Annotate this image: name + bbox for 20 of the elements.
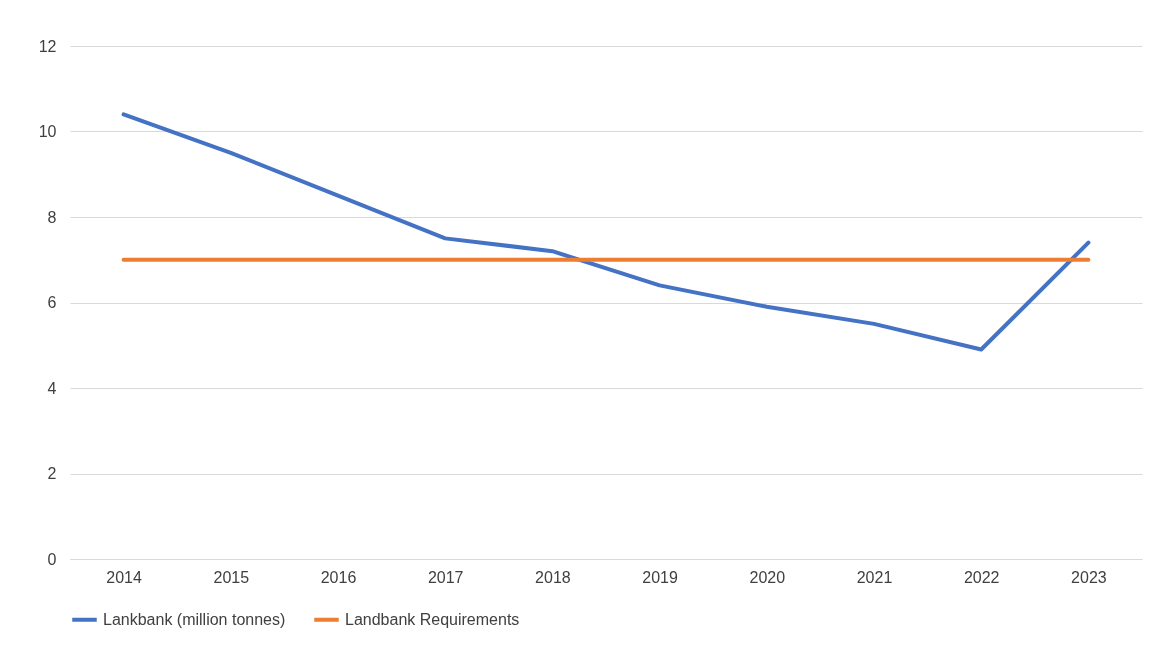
y-tick-label: 6 [47, 294, 57, 311]
y-tick-label: 0 [47, 550, 57, 568]
y-tick-label: 12 [38, 37, 57, 55]
line-series [121, 112, 1091, 352]
legend-label: Landbank Requirements [345, 610, 520, 628]
x-tick-label: 2021 [856, 568, 893, 586]
x-tick-label: 2022 [963, 568, 1000, 586]
x-tick-label: 2016 [320, 568, 357, 586]
y-tick-label: 2 [47, 465, 57, 482]
y-tick-label: 10 [38, 123, 57, 140]
y-tick-label: 8 [47, 208, 57, 226]
x-tick-label: 2017 [427, 568, 464, 586]
x-tick-label: 2020 [749, 568, 786, 586]
x-tick-label: 2018 [535, 568, 571, 586]
x-tick-label: 2019 [642, 568, 678, 586]
y-tick-label: 4 [47, 379, 57, 397]
x-tick-label: 2015 [213, 568, 250, 586]
x-tick-label: 2014 [106, 568, 142, 586]
legend-label: Lankbank (million tonnes) [103, 610, 286, 628]
x-tick-label: 2023 [1071, 568, 1107, 586]
